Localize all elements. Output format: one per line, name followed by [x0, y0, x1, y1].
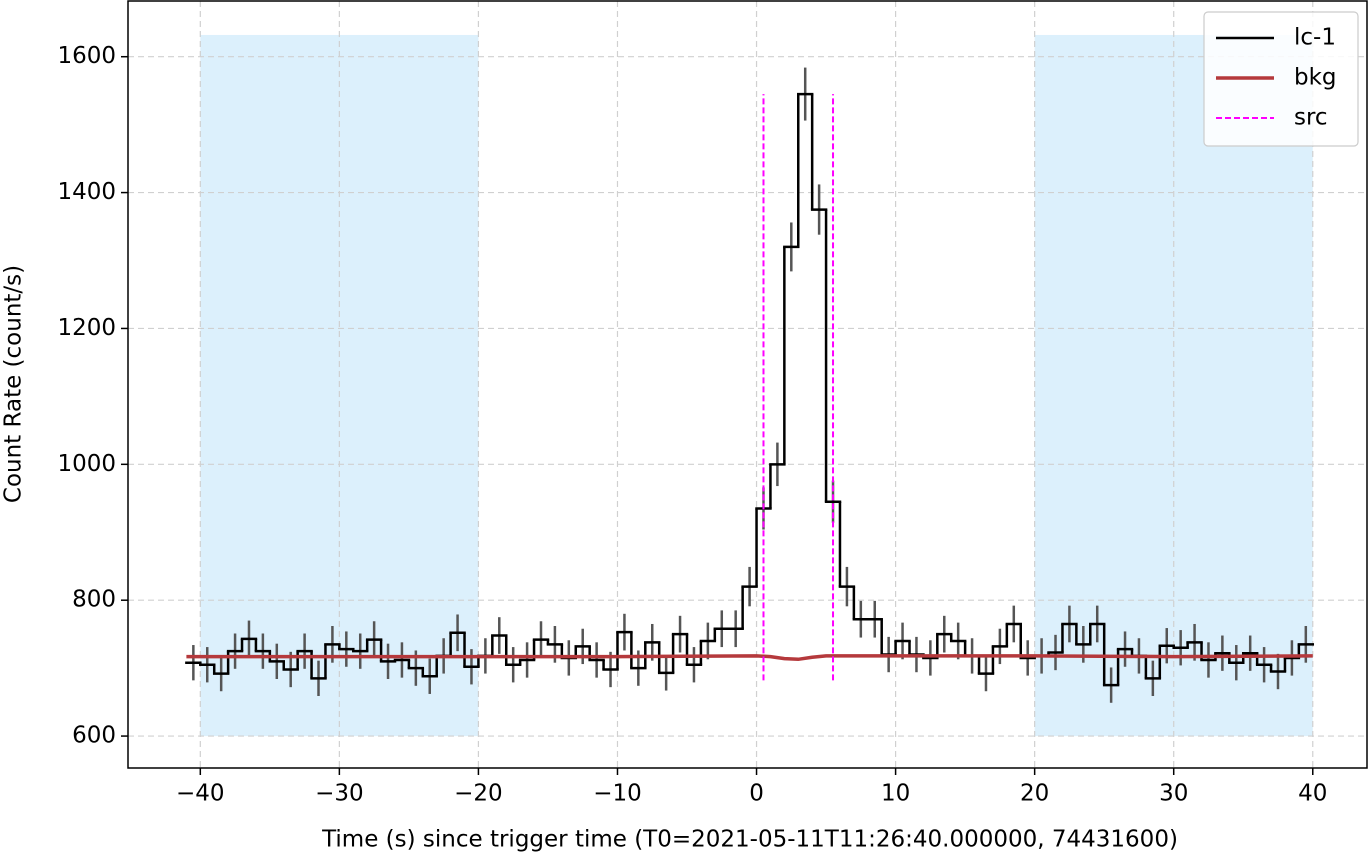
x-tick-label: 40 [1298, 781, 1327, 807]
y-tick-label: 1200 [57, 315, 116, 341]
y-tick-label: 1600 [57, 43, 116, 69]
legend-box [1203, 11, 1359, 147]
x-tick-label: −30 [315, 781, 364, 807]
x-tick-label: 0 [749, 781, 764, 807]
x-tick-label: −40 [176, 781, 225, 807]
y-axis-label: Count Rate (count/s) [1, 265, 27, 503]
x-tick-label: 10 [881, 781, 910, 807]
y-tick-label: 1400 [57, 179, 116, 205]
x-tick-label: −10 [593, 781, 642, 807]
y-tick-label: 800 [72, 587, 116, 613]
legend-label: src [1294, 105, 1328, 131]
x-tick-label: 30 [1159, 781, 1188, 807]
x-tick-label: 20 [1020, 781, 1049, 807]
y-tick-label: 1000 [57, 451, 116, 477]
plot-frame [127, 0, 1368, 769]
legend-label: bkg [1294, 65, 1337, 91]
x-axis-label: Time (s) since trigger time (T0=2021-05-… [321, 827, 1178, 853]
y-tick-label: 600 [72, 723, 116, 749]
x-tick-label: −20 [454, 781, 503, 807]
background-line [186, 654, 1313, 662]
legend-label: lc-1 [1294, 25, 1336, 51]
